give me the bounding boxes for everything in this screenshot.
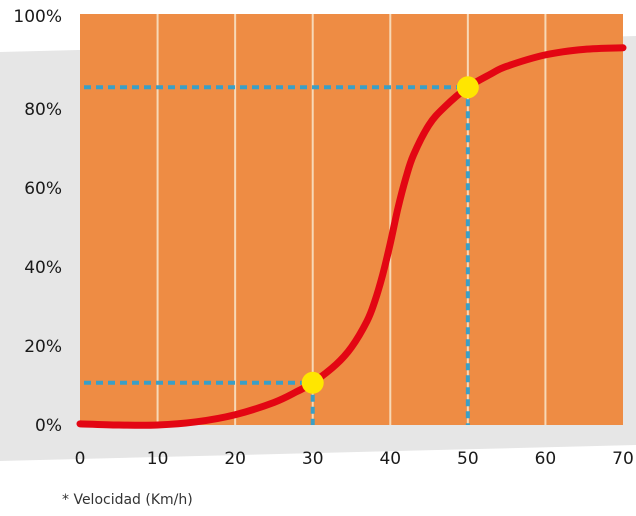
- highlight-point: [456, 76, 479, 99]
- highlight-point: [301, 371, 324, 394]
- y-tick-label: 100%: [13, 7, 62, 27]
- x-tick-label: 10: [147, 449, 169, 469]
- data-curve: [76, 44, 627, 429]
- x-axis-ticks: 0 10 20 30 40 50 60 70: [75, 449, 634, 469]
- y-tick-label: 60%: [24, 179, 62, 199]
- x-tick-label: 40: [379, 449, 401, 469]
- highlight-markers: [301, 76, 479, 394]
- y-tick-label: 40%: [24, 258, 62, 278]
- x-tick-label: 60: [535, 449, 557, 469]
- x-tick-label: 30: [302, 449, 324, 469]
- guide-lines: [84, 85, 470, 425]
- y-tick-label: 80%: [24, 100, 62, 120]
- x-tick-label: 0: [75, 449, 86, 469]
- x-tick-label: 50: [457, 449, 479, 469]
- y-axis-ticks: 0% 20% 40% 60% 80% 100%: [13, 7, 62, 436]
- plot-area: [80, 14, 623, 425]
- y-tick-label: 0%: [35, 416, 62, 436]
- x-tick-label: 20: [224, 449, 246, 469]
- footnote: * Velocidad (Km/h): [62, 492, 193, 508]
- y-tick-label: 20%: [24, 337, 62, 357]
- x-tick-label: 70: [612, 449, 634, 469]
